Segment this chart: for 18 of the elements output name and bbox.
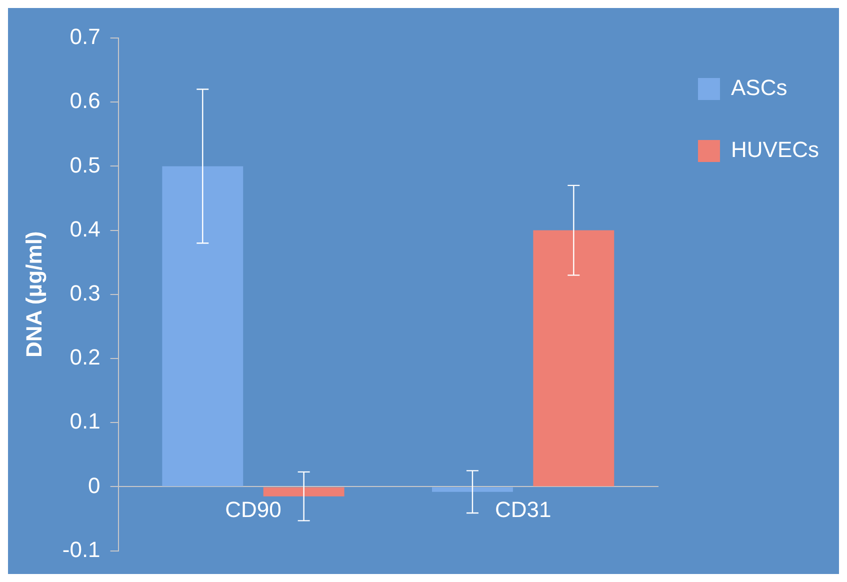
legend-label: ASCs xyxy=(730,75,788,100)
y-tick-label: 0.2 xyxy=(70,344,100,370)
bar xyxy=(162,166,244,486)
y-tick-label: 0.7 xyxy=(70,24,100,50)
y-tick-label: 0.4 xyxy=(70,216,100,242)
y-tick-label: 0.5 xyxy=(70,152,100,178)
bar xyxy=(533,230,614,486)
legend-label: HUVECs xyxy=(730,137,820,162)
y-tick-label: 0.1 xyxy=(70,408,100,434)
x-tick-label: CD90 xyxy=(225,496,282,522)
bar xyxy=(432,487,513,492)
y-tick-label: 0.3 xyxy=(70,280,100,306)
y-tick-label: 0 xyxy=(88,472,100,498)
bar xyxy=(263,487,344,496)
y-axis-title: DNA (μg/ml) xyxy=(21,231,46,358)
y-tick-label: -0.1 xyxy=(62,536,100,562)
x-tick-label: CD31 xyxy=(494,496,552,522)
y-tick-label: 0.6 xyxy=(70,88,100,114)
